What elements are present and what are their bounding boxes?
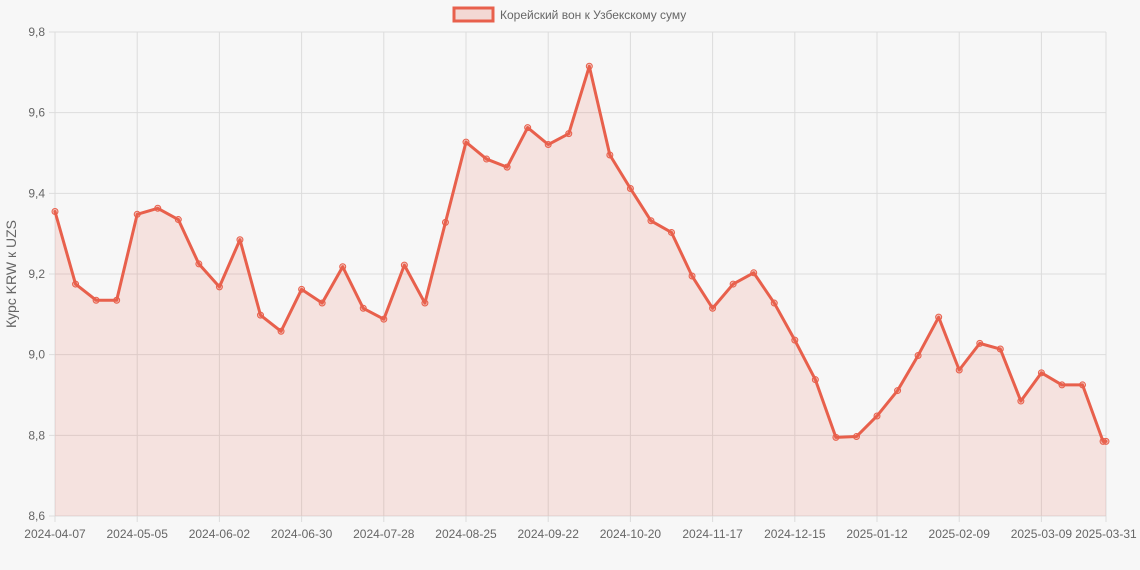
data-point[interactable] xyxy=(277,327,285,335)
data-point[interactable] xyxy=(483,155,491,163)
data-point[interactable] xyxy=(113,296,121,304)
x-tick-label: 2024-07-28 xyxy=(353,527,415,541)
legend-label[interactable]: Корейский вон к Узбекскому суму xyxy=(500,8,686,22)
data-point[interactable] xyxy=(154,204,162,212)
series-line xyxy=(53,64,1108,443)
y-tick-label: 8,8 xyxy=(28,428,45,442)
data-point[interactable] xyxy=(1079,381,1087,389)
data-point[interactable] xyxy=(750,269,758,277)
data-point[interactable] xyxy=(339,263,347,271)
x-axis-ticks: 2024-04-07 2024-05-05 2024-06-02 2024-06-30… xyxy=(24,527,1137,541)
data-point[interactable] xyxy=(811,376,819,384)
legend[interactable]: Корейский вон к Узбекскому суму xyxy=(452,6,686,23)
x-tick-label: 2024-10-20 xyxy=(600,527,662,541)
data-point[interactable] xyxy=(1017,397,1025,405)
data-point[interactable] xyxy=(873,412,881,420)
data-point[interactable] xyxy=(174,216,182,224)
data-point[interactable] xyxy=(852,433,860,441)
data-point[interactable] xyxy=(1037,369,1045,377)
series-area-fill xyxy=(55,66,1106,517)
y-tick-label: 9,4 xyxy=(28,186,45,200)
data-point[interactable] xyxy=(647,217,655,225)
data-point[interactable] xyxy=(92,296,100,304)
data-point[interactable] xyxy=(72,280,80,288)
data-point[interactable] xyxy=(462,138,470,146)
y-tick-label: 8,6 xyxy=(28,509,45,523)
data-point[interactable] xyxy=(318,299,326,307)
data-point[interactable] xyxy=(524,124,532,132)
data-point[interactable] xyxy=(236,236,244,244)
y-axis-title: Курс KRW к UZS xyxy=(3,220,19,328)
data-point[interactable] xyxy=(359,304,367,312)
data-point[interactable] xyxy=(955,366,963,374)
data-point[interactable] xyxy=(996,345,1004,353)
y-tick-label: 9,6 xyxy=(28,106,45,120)
x-tick-label: 2024-09-22 xyxy=(518,527,580,541)
data-points xyxy=(51,62,1110,445)
data-point[interactable] xyxy=(441,218,449,226)
data-point[interactable] xyxy=(503,163,511,171)
data-point[interactable] xyxy=(400,261,408,269)
y-tick-label: 9,2 xyxy=(28,267,45,281)
x-tick-label: 2025-02-09 xyxy=(929,527,991,541)
data-point[interactable] xyxy=(688,272,696,280)
data-point[interactable] xyxy=(1058,381,1066,389)
x-tick-label: 2024-12-15 xyxy=(764,527,826,541)
data-point[interactable] xyxy=(565,130,573,138)
x-tick-label: 2024-05-05 xyxy=(107,527,169,541)
data-point[interactable] xyxy=(791,336,799,344)
data-point[interactable] xyxy=(298,285,306,293)
y-tick-label: 9,8 xyxy=(28,25,45,39)
plot-area xyxy=(53,64,1108,517)
data-point[interactable] xyxy=(729,280,737,288)
gridlines xyxy=(49,31,1107,522)
data-point[interactable] xyxy=(51,207,59,215)
x-tick-label: 2024-06-02 xyxy=(189,527,251,541)
data-point[interactable] xyxy=(626,184,634,192)
legend-swatch[interactable] xyxy=(452,6,495,23)
data-point[interactable] xyxy=(195,260,203,268)
x-tick-label: 2024-06-30 xyxy=(271,527,333,541)
data-point[interactable] xyxy=(832,433,840,441)
x-tick-label: 2024-08-25 xyxy=(435,527,497,541)
data-point[interactable] xyxy=(935,313,943,321)
y-axis-ticks: 8,6 8,8 9,0 9,2 9,4 9,6 9,8 xyxy=(28,25,45,523)
data-point[interactable] xyxy=(770,299,778,307)
data-point[interactable] xyxy=(421,299,429,307)
data-point[interactable] xyxy=(215,283,223,291)
y-tick-label: 9,0 xyxy=(28,348,45,362)
data-point[interactable] xyxy=(914,351,922,359)
data-point[interactable] xyxy=(380,315,388,323)
x-tick-label: 2025-03-31 xyxy=(1075,527,1137,541)
data-point[interactable] xyxy=(585,62,593,70)
data-point[interactable] xyxy=(544,141,552,149)
data-point[interactable] xyxy=(133,210,141,218)
data-point[interactable] xyxy=(709,304,717,312)
data-point[interactable] xyxy=(257,311,265,319)
data-point[interactable] xyxy=(668,228,676,236)
x-tick-label: 2024-11-17 xyxy=(682,527,743,541)
x-tick-label: 2025-03-09 xyxy=(1011,527,1073,541)
x-tick-label: 2024-04-07 xyxy=(24,527,86,541)
data-point[interactable] xyxy=(606,151,614,159)
data-point[interactable] xyxy=(976,339,984,347)
x-tick-label: 2025-01-12 xyxy=(846,527,908,541)
data-point[interactable] xyxy=(1102,437,1110,445)
data-point[interactable] xyxy=(894,387,902,395)
